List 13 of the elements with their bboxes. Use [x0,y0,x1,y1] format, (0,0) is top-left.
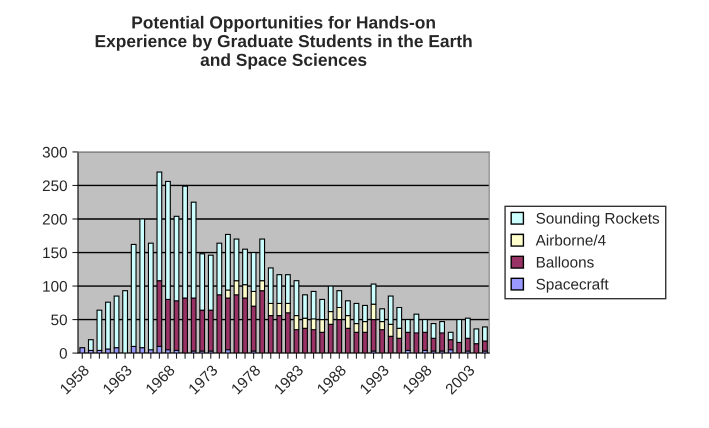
y-tick-label: 200 [42,214,67,225]
chart-title: Potential Opportunities for Hands-on Experience by Graduate Students in the Earth and Space Sciences [96,16,472,70]
y-tick-label: 0 [60,348,67,359]
legend-label: Sounding Rockets [536,212,660,227]
y-tick-label: 50 [51,314,67,326]
y-tick-label: 300 [42,146,67,158]
y-tick-label: 150 [43,247,67,258]
y-tick-label: 100 [43,280,67,292]
legend-label: Airborne/4 [536,234,606,246]
legend-label: Spacecraft [536,278,609,293]
y-tick-label: 250 [42,180,67,192]
bar [88,339,94,351]
legend-label: Balloons [536,256,594,268]
